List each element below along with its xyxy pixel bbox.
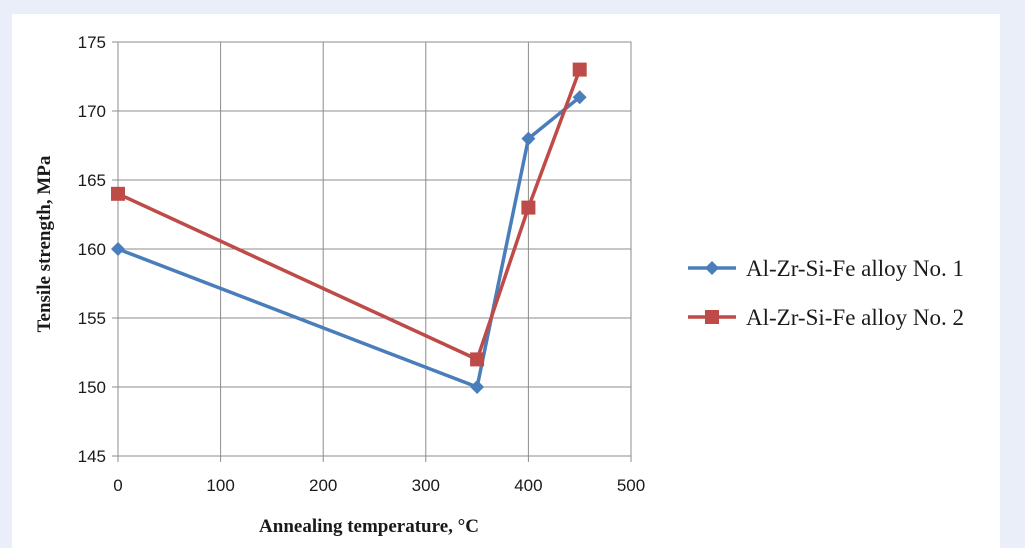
grid	[112, 41, 632, 462]
series-line-2	[117, 68, 582, 362]
legend-label-2: Al-Zr-Si-Fe alloy No. 2	[746, 305, 964, 330]
data-point-series-2	[572, 62, 587, 77]
y-tick-label: 175	[78, 33, 106, 52]
data-point-series-1	[111, 242, 125, 256]
x-tick-label: 400	[514, 476, 542, 495]
legend-marker-2	[705, 310, 719, 324]
legend: Al-Zr-Si-Fe alloy No. 1 Al-Zr-Si-Fe alloy…	[688, 256, 964, 330]
data-point-series-2	[470, 352, 485, 367]
legend-marker-1	[705, 261, 719, 275]
data-point-series-1	[521, 131, 536, 146]
x-tick-label: 200	[309, 476, 337, 495]
data-point-series-1	[572, 90, 587, 105]
y-tick-label: 150	[78, 378, 106, 397]
series-line-1	[117, 95, 581, 389]
x-tick-label: 0	[113, 476, 122, 495]
series-layer	[111, 62, 587, 394]
x-tick-label: 100	[206, 476, 234, 495]
chart-frame: 0 100 200 300 400 500 145 150 155 160 165 170 175 An…	[12, 14, 1000, 548]
data-point-series-2	[111, 186, 125, 201]
y-tick-label: 160	[78, 240, 106, 259]
y-tick-label: 145	[78, 447, 106, 466]
data-point-series-1	[470, 380, 485, 394]
data-point-series-2	[521, 200, 536, 215]
legend-label-1: Al-Zr-Si-Fe alloy No. 1	[746, 256, 964, 281]
line-chart: 0 100 200 300 400 500 145 150 155 160 165 170 175 An…	[34, 33, 964, 537]
x-axis-title: Annealing temperature, °C	[259, 516, 479, 537]
y-axis-title: Tensile strength, MPa	[34, 155, 55, 332]
y-tick-label: 165	[78, 171, 106, 190]
x-tick-label: 500	[617, 476, 645, 495]
y-tick-label: 170	[78, 102, 106, 121]
x-tick-label: 300	[412, 476, 440, 495]
tick-labels: 0 100 200 300 400 500 145 150 155 160 165 170 175	[78, 33, 646, 495]
y-tick-label: 155	[78, 309, 106, 328]
